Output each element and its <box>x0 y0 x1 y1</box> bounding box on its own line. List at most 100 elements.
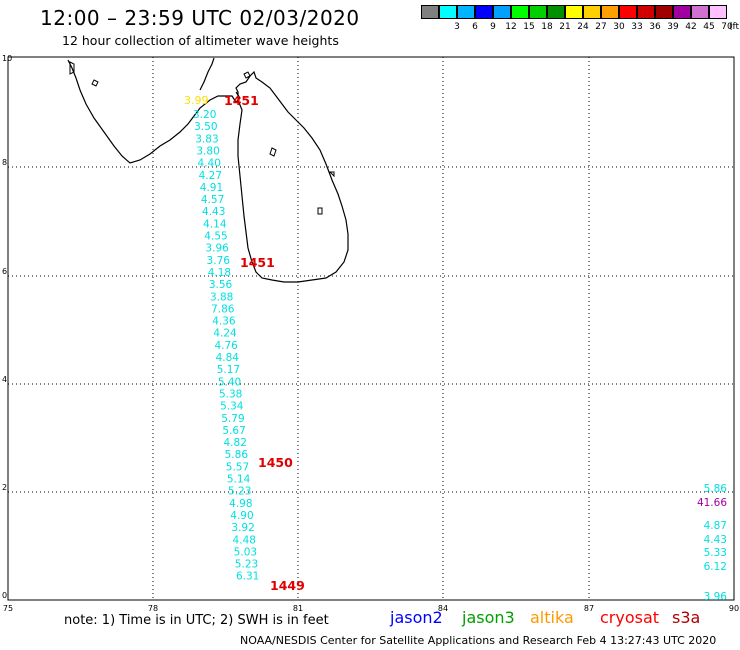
wave-value: 3.56 <box>209 279 233 291</box>
scale-label: 36 <box>649 22 661 32</box>
satellite-name: s3a <box>672 608 701 627</box>
scale-swatch <box>421 5 439 19</box>
wave-value: 4.43 <box>704 534 727 546</box>
y-tick-label: 4 <box>2 375 7 384</box>
wave-value: 3.83 <box>195 133 218 145</box>
scale-swatch <box>655 5 673 19</box>
scale-unit: (ft) <box>729 22 740 32</box>
wave-value: 3.96 <box>704 591 728 603</box>
wave-value-altika: 3.99 <box>184 94 209 107</box>
scale-swatch <box>673 5 691 19</box>
scale-label: 45 <box>703 22 715 32</box>
scale-label: 3 <box>454 22 460 32</box>
graticule: 75 78 81 84 87 90 0 2 4 6 8 10 <box>2 54 739 613</box>
wave-value: 5.79 <box>221 413 244 425</box>
wave-value: 5.23 <box>235 559 258 571</box>
small-islands <box>69 61 335 215</box>
y-tick-label: 10 <box>2 54 12 63</box>
wave-value: 5.86 <box>225 449 249 461</box>
scale-swatch <box>457 5 475 19</box>
x-tick-label: 81 <box>293 604 303 613</box>
wave-value: 5.03 <box>234 546 257 558</box>
scale-label: 12 <box>505 22 517 32</box>
footer-note: note: 1) Time is in UTC; 2) SWH is in fe… <box>64 613 329 628</box>
wave-value: 5.86 <box>704 483 728 495</box>
wave-value: 4.43 <box>202 206 225 218</box>
wave-value: 41.66 <box>697 497 727 509</box>
satellite-name: jason3 <box>462 608 515 627</box>
wave-value: 4.84 <box>216 352 240 364</box>
wave-labels: 3.993.203.503.833.804.404.274.914.574.43… <box>184 93 727 603</box>
scale-swatch <box>547 5 565 19</box>
scale-swatch <box>691 5 709 19</box>
scale-label: 70 <box>721 22 733 32</box>
wave-value: 4.14 <box>203 218 227 230</box>
scale-swatch <box>709 5 727 19</box>
satellite-name: altika <box>530 608 574 627</box>
x-tick-label: 78 <box>148 604 158 613</box>
india-coastline <box>67 57 241 164</box>
wave-value: 5.14 <box>227 474 251 486</box>
y-tick-label: 6 <box>2 267 7 276</box>
scale-swatch <box>493 5 511 19</box>
wave-value: 4.98 <box>229 498 252 510</box>
wave-value: 4.82 <box>224 437 247 449</box>
y-tick-label: 8 <box>2 158 7 167</box>
map-title: 12:00 – 23:59 UTC 02/03/2020 <box>40 6 360 30</box>
wave-value: 6.12 <box>704 561 727 573</box>
wave-value: 3.92 <box>231 522 254 534</box>
scale-swatch <box>511 5 529 19</box>
wave-value: 5.23 <box>228 486 251 498</box>
scale-swatch <box>619 5 637 19</box>
plot-frame <box>7 56 735 601</box>
scale-swatch <box>637 5 655 19</box>
scale-swatch <box>529 5 547 19</box>
scale-label: 21 <box>559 22 571 32</box>
pass-time-label: 1450 <box>258 455 293 470</box>
wave-value: 4.76 <box>214 340 238 352</box>
wave-value: 4.55 <box>204 231 227 243</box>
wave-value: 4.40 <box>198 158 221 170</box>
x-tick-label: 87 <box>584 604 594 613</box>
wave-value: 3.88 <box>210 291 233 303</box>
x-tick-label: 75 <box>3 604 13 613</box>
wave-value: 3.20 <box>193 109 216 121</box>
wave-value: 4.57 <box>201 194 224 206</box>
wave-value: 5.34 <box>220 401 244 413</box>
scale-label: 33 <box>631 22 643 32</box>
pass-time-label: 1451 <box>224 93 259 108</box>
wave-value: 5.33 <box>704 547 727 559</box>
wave-value: 4.18 <box>208 267 231 279</box>
wave-value: 5.38 <box>219 388 242 400</box>
pass-time-label: 1451 <box>240 255 275 270</box>
wave-value: 4.36 <box>212 316 236 328</box>
wave-value: 7.86 <box>211 303 235 315</box>
scale-label: 15 <box>523 22 535 32</box>
scale-label: 39 <box>667 22 679 32</box>
scale-swatch <box>583 5 601 19</box>
wave-value: 5.17 <box>217 364 240 376</box>
scale-label: 27 <box>595 22 607 32</box>
map-subtitle: 12 hour collection of altimeter wave hei… <box>62 33 339 48</box>
scale-swatch <box>475 5 493 19</box>
scale-swatch <box>439 5 457 19</box>
wave-value: 6.31 <box>236 571 259 583</box>
scale-swatch <box>565 5 583 19</box>
scale-label: 6 <box>472 22 478 32</box>
wave-value: 5.57 <box>226 461 249 473</box>
wave-value: 3.96 <box>205 243 229 255</box>
y-tick-label: 2 <box>2 483 7 492</box>
wave-value: 4.27 <box>199 170 222 182</box>
scale-swatch <box>601 5 619 19</box>
wave-value: 3.76 <box>207 255 231 267</box>
satellite-name: jason2 <box>390 608 443 627</box>
x-tick-label: 84 <box>438 604 448 613</box>
y-tick-label: 0 <box>2 591 7 600</box>
x-tick-label: 90 <box>729 604 739 613</box>
wave-value: 3.80 <box>196 145 219 157</box>
pass-time-label: 1449 <box>270 578 305 593</box>
scale-label: 24 <box>577 22 589 32</box>
wave-value: 4.90 <box>230 510 253 522</box>
credit-line: NOAA/NESDIS Center for Satellite Applica… <box>240 634 717 647</box>
